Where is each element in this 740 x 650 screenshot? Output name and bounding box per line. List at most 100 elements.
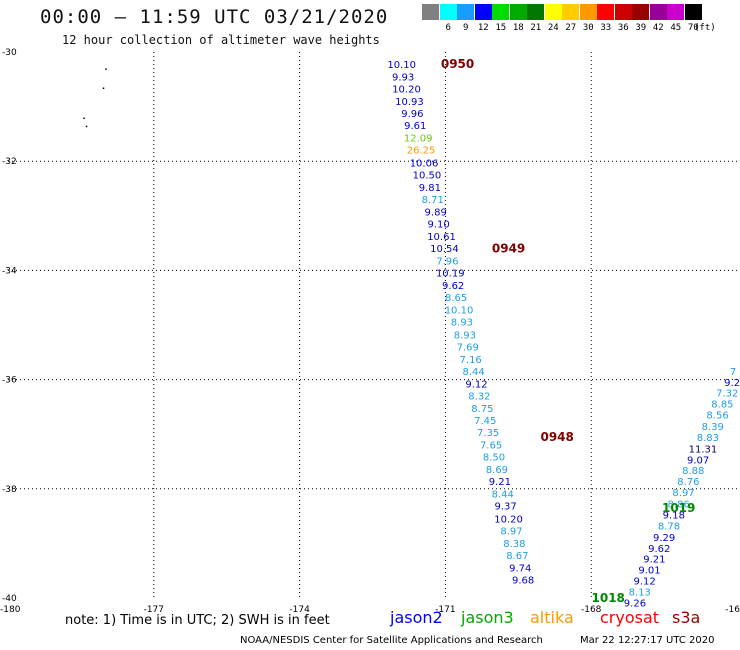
legend-swatch [562,4,579,20]
wave-height-label: 8.85 [711,400,733,411]
wave-height-label: 7.35 [477,428,499,439]
wave-height-label: 9.68 [512,575,534,586]
wave-height-label: 9.01 [638,566,660,577]
x-tick-label: -16 [725,605,740,615]
generated-timestamp: Mar 22 12:27:17 UTC 2020 [580,635,715,646]
legend-swatch [439,4,457,20]
x-tick-label: -180 [0,605,21,615]
wave-height-label: 7.16 [460,355,482,366]
legend-swatch [474,4,492,20]
wave-height-label: 8.56 [706,411,728,422]
wave-height-label: 26.25 [407,146,436,157]
legend-label: 27 [565,23,577,33]
wave-height-label: 9.61 [404,121,426,132]
wave-height-label: 9.21 [643,555,665,566]
legend-unit: (ft) [694,23,716,33]
data-dot [85,125,88,128]
wave-height-label: 8.38 [503,539,525,550]
legend-label: 15 [495,23,507,33]
wave-height-label: 11.31 [689,444,718,455]
legend-label: 9 [463,23,469,33]
wave-height-label: 7.96 [436,257,458,268]
wave-height-label: 9.81 [419,183,441,194]
legend-swatch [597,4,614,20]
y-tick-label: -38 [2,485,17,495]
wave-height-label: 8.50 [483,453,505,464]
wave-height-label: 9.18 [663,510,685,521]
wave-height-label: 8.86 [668,500,690,511]
wave-height-label: 10.50 [413,170,442,181]
wave-height-label: 8.67 [506,551,528,562]
wave-height-label: 9.96 [401,109,423,120]
chart-subtitle: 12 hour collection of altimeter wave hei… [62,33,380,47]
satellite-label-s3a: s3a [672,608,701,627]
wave-height-label: 9.62 [648,544,670,555]
y-tick-label: -30 [2,48,17,58]
legend-label: 24 [547,23,559,33]
pass-time-label: 0949 [492,242,525,256]
legend-label: 39 [635,23,647,33]
wave-height-label: 10.19 [436,269,465,280]
x-tick-label: -171 [435,605,455,615]
legend-swatch [614,4,632,20]
wave-height-label: 8.44 [492,490,514,501]
legend-swatch [684,4,702,20]
wave-height-label: 10.10 [387,60,416,71]
pass-time-label: 0950 [441,57,474,71]
wave-height-label: 10.20 [392,85,421,96]
wave-height-label: 8.13 [629,587,651,598]
wave-height-label: 8.75 [471,404,493,415]
wave-height-label: 12.09 [404,134,433,145]
x-tick-label: -174 [289,605,310,615]
wave-height-label: 9.93 [392,73,414,84]
wave-height-label: 8.65 [445,293,467,304]
wave-height-label: 9.12 [634,577,656,588]
legend-swatch [457,4,474,20]
legend-label: 42 [652,23,664,33]
x-tick-label: -168 [581,605,602,615]
legend-swatch [422,4,439,20]
wave-height-label: 10.20 [494,514,523,525]
wave-height-label: 7.69 [457,342,479,353]
wave-height-label: 8.97 [672,488,694,499]
y-tick-label: -40 [2,594,17,604]
data-dot [105,68,107,70]
legend-label: 33 [600,23,612,33]
legend-label: 21 [530,23,542,33]
wave-height-label: 9.12 [465,379,487,390]
wave-height-label: 10.06 [410,158,439,169]
pass-time-label: 1018 [592,591,625,605]
wave-height-label: 8.44 [462,367,484,378]
wave-height-label: 8.93 [451,318,473,329]
satellite-label-altika: altika [530,608,574,627]
wave-height-label: 9.2 [724,378,740,389]
satellite-label-jason2: jason2 [390,608,443,627]
wave-height-label: 7 [730,367,736,378]
wave-height-label: 9.26 [624,598,646,609]
legend-label: 6 [445,23,451,33]
wave-height-label: 8.93 [454,330,476,341]
wave-height-label: 7.32 [716,389,738,400]
y-tick-label: -36 [2,376,17,386]
wave-height-label: 8.69 [486,465,508,476]
legend-label: 45 [670,23,682,33]
x-tick-label: -177 [144,605,164,615]
data-dot [83,117,85,120]
legend-swatch [649,4,667,20]
wave-height-label: 8.76 [677,477,699,488]
y-tick-label: -32 [2,157,17,167]
legend-swatch [492,4,509,20]
wave-height-label: 7.65 [480,441,502,452]
wave-height-label: 8.39 [702,422,724,433]
wave-height-label: 10.54 [430,244,459,255]
legend-swatch [632,4,649,20]
wave-height-label: 9.07 [687,455,709,466]
pass-time-label: 0948 [540,430,573,444]
wave-height-label: 9.10 [427,219,449,230]
legend-swatch [509,4,527,20]
wave-height-label: 9.74 [509,563,531,574]
wave-height-label: 7.45 [474,416,496,427]
wave-height-label: 10.10 [445,306,474,317]
chart-title: 00:00 – 11:59 UTC 03/21/2020 [40,6,389,28]
